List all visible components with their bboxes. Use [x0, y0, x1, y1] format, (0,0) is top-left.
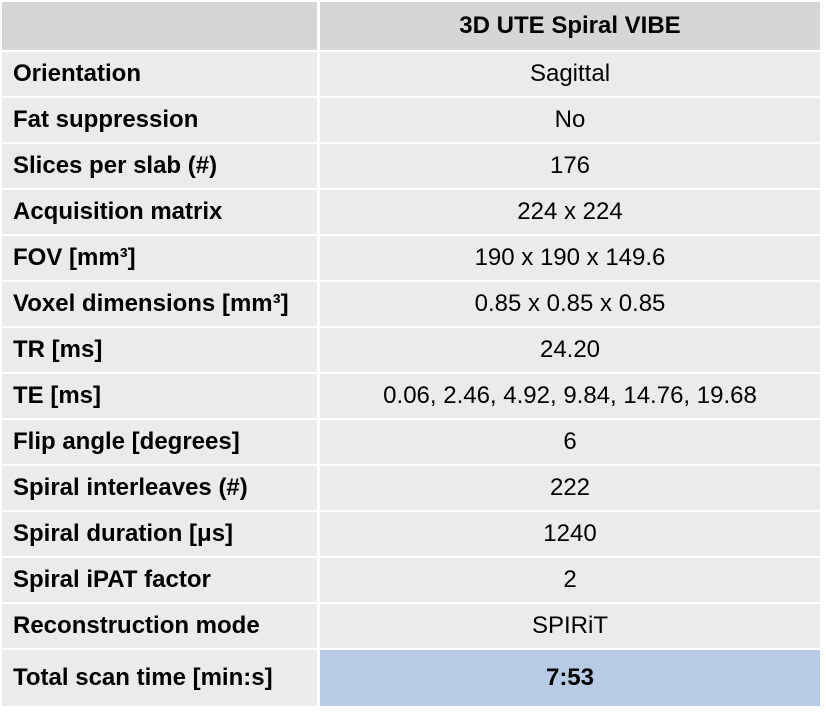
row-value: 1240: [320, 512, 822, 558]
row-label: TR [ms]: [2, 328, 320, 374]
row-label: Spiral interleaves (#): [2, 466, 320, 512]
table-header-row: 3D UTE Spiral VIBE: [2, 2, 822, 52]
table-row: Acquisition matrix 224 x 224: [2, 190, 822, 236]
row-label: Slices per slab (#): [2, 144, 320, 190]
row-value: 0.85 x 0.85 x 0.85: [320, 282, 822, 328]
row-label: Voxel dimensions [mm³]: [2, 282, 320, 328]
row-label: Reconstruction mode: [2, 604, 320, 650]
row-value: 176: [320, 144, 822, 190]
table-row: Spiral interleaves (#) 222: [2, 466, 822, 512]
header-sequence-name: 3D UTE Spiral VIBE: [320, 2, 822, 52]
table-row: TR [ms] 24.20: [2, 328, 822, 374]
table-row: Spiral iPAT factor 2: [2, 558, 822, 604]
row-label: Spiral duration [μs]: [2, 512, 320, 558]
total-row: Total scan time [min:s] 7:53: [2, 650, 822, 708]
row-label: Acquisition matrix: [2, 190, 320, 236]
row-value: 222: [320, 466, 822, 512]
table-row: Fat suppression No: [2, 98, 822, 144]
row-label: Spiral iPAT factor: [2, 558, 320, 604]
table-row: Orientation Sagittal: [2, 52, 822, 98]
table-row: Reconstruction mode SPIRiT: [2, 604, 822, 650]
row-value: 224 x 224: [320, 190, 822, 236]
row-label: FOV [mm³]: [2, 236, 320, 282]
table-row: FOV [mm³] 190 x 190 x 149.6: [2, 236, 822, 282]
row-value: 6: [320, 420, 822, 466]
row-value: 190 x 190 x 149.6: [320, 236, 822, 282]
row-value: No: [320, 98, 822, 144]
table-row: Flip angle [degrees] 6: [2, 420, 822, 466]
table-row: TE [ms] 0.06, 2.46, 4.92, 9.84, 14.76, 1…: [2, 374, 822, 420]
total-scan-time-value: 7:53: [320, 650, 822, 708]
row-value: 24.20: [320, 328, 822, 374]
table-row: Voxel dimensions [mm³] 0.85 x 0.85 x 0.8…: [2, 282, 822, 328]
table-row: Spiral duration [μs] 1240: [2, 512, 822, 558]
row-value: SPIRiT: [320, 604, 822, 650]
parameters-table: 3D UTE Spiral VIBE Orientation Sagittal …: [2, 2, 822, 708]
row-label: TE [ms]: [2, 374, 320, 420]
row-value: 0.06, 2.46, 4.92, 9.84, 14.76, 19.68: [320, 374, 822, 420]
table-row: Slices per slab (#) 176: [2, 144, 822, 190]
row-label: Orientation: [2, 52, 320, 98]
row-label: Fat suppression: [2, 98, 320, 144]
row-value: 2: [320, 558, 822, 604]
row-label: Flip angle [degrees]: [2, 420, 320, 466]
header-label-cell: [2, 2, 320, 52]
total-label: Total scan time [min:s]: [2, 650, 320, 708]
row-value: Sagittal: [320, 52, 822, 98]
